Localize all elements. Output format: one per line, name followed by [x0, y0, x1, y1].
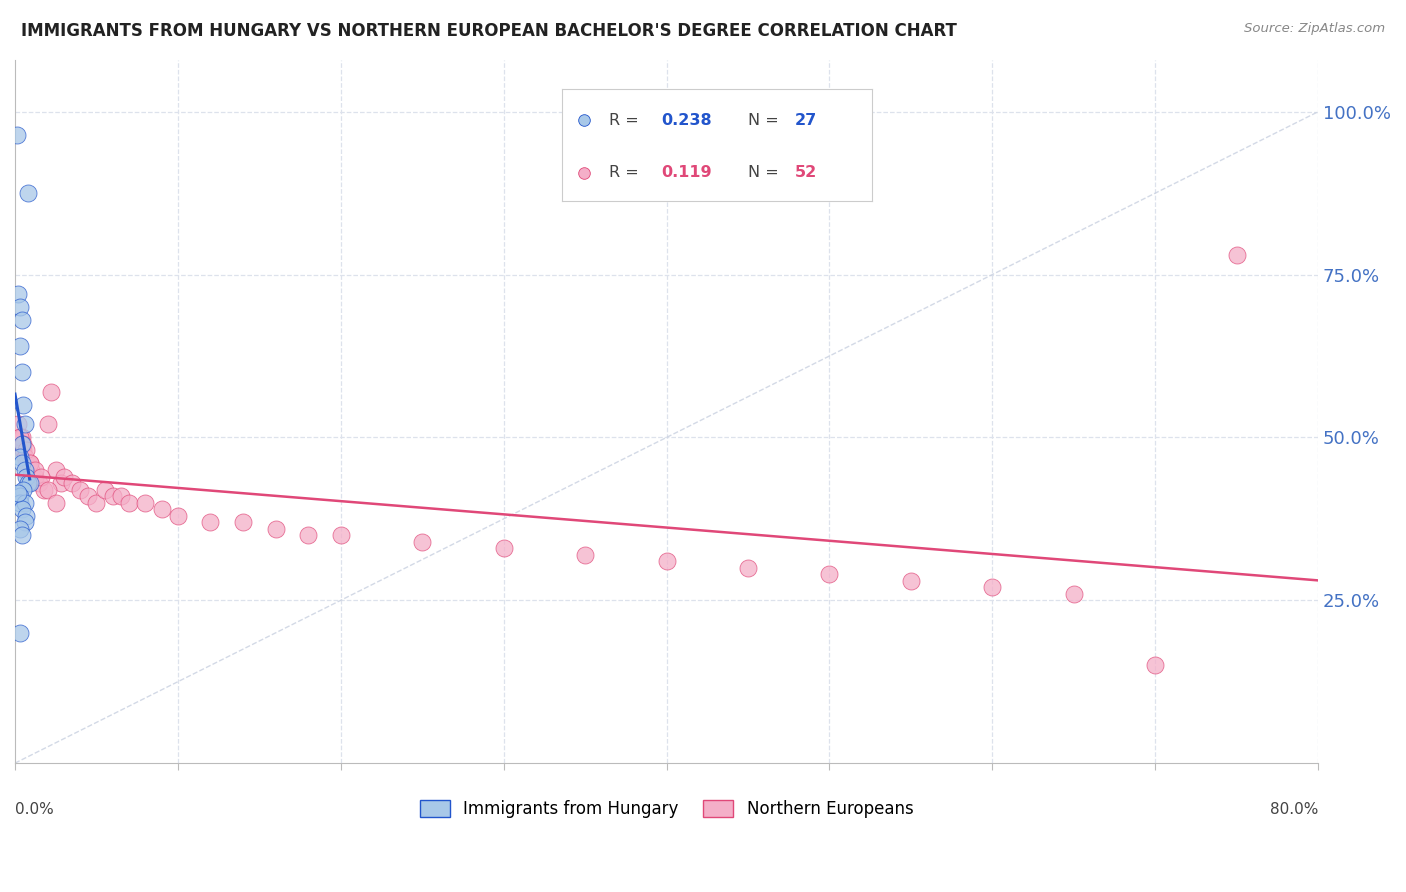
Point: [655, 554, 678, 568]
Text: N =: N =: [748, 113, 785, 128]
Text: R =: R =: [609, 113, 644, 128]
Text: 0.0%: 0.0%: [15, 802, 53, 817]
Point: [24, 469, 46, 483]
Point: [818, 567, 841, 582]
Point: [574, 548, 596, 562]
Point: [1063, 587, 1085, 601]
Point: [18, 476, 41, 491]
Point: [737, 560, 759, 574]
Point: [15, 457, 38, 471]
Point: [8, 430, 31, 444]
Point: [18, 457, 41, 471]
Point: [45, 495, 67, 509]
Point: [93, 483, 115, 497]
Text: 52: 52: [794, 165, 817, 180]
Point: [15, 443, 38, 458]
Point: [110, 489, 132, 503]
Point: [118, 495, 141, 509]
Text: N =: N =: [748, 165, 785, 180]
Point: [8, 489, 31, 503]
Point: [34, 483, 56, 497]
Point: [14, 495, 37, 509]
Point: [14, 515, 37, 529]
Point: [8, 625, 31, 640]
Point: [7, 485, 30, 500]
Text: 0.119: 0.119: [661, 165, 711, 180]
Point: [11, 398, 34, 412]
Text: Source: ZipAtlas.com: Source: ZipAtlas.com: [1244, 22, 1385, 36]
Point: [10, 437, 32, 451]
Point: [264, 522, 287, 536]
Point: [572, 166, 595, 180]
Point: [17, 186, 39, 201]
Point: [49, 476, 72, 491]
Text: R =: R =: [609, 165, 648, 180]
Point: [24, 463, 46, 477]
Point: [232, 515, 254, 529]
Point: [572, 113, 595, 128]
Point: [10, 313, 32, 327]
Point: [167, 508, 190, 523]
Text: 27: 27: [794, 113, 817, 128]
Point: [15, 508, 38, 523]
Point: [10, 528, 32, 542]
Point: [28, 476, 51, 491]
Point: [8, 522, 31, 536]
Point: [60, 476, 83, 491]
Point: [11, 483, 34, 497]
Point: [18, 457, 41, 471]
Point: [10, 430, 32, 444]
Point: [7, 417, 30, 432]
Point: [134, 495, 156, 509]
Point: [14, 417, 37, 432]
Point: [411, 534, 433, 549]
Text: 0.238: 0.238: [661, 113, 711, 128]
Point: [11, 437, 34, 451]
Point: [8, 300, 31, 314]
Point: [8, 495, 31, 509]
Point: [20, 463, 42, 477]
Point: [200, 515, 222, 529]
Point: [52, 469, 75, 483]
Text: IMMIGRANTS FROM HUNGARY VS NORTHERN EUROPEAN BACHELOR'S DEGREE CORRELATION CHART: IMMIGRANTS FROM HUNGARY VS NORTHERN EURO…: [21, 22, 957, 40]
Point: [150, 502, 173, 516]
Point: [10, 457, 32, 471]
Point: [6, 128, 28, 142]
Point: [77, 489, 100, 503]
Point: [900, 574, 922, 588]
Point: [8, 430, 31, 444]
Point: [37, 417, 59, 432]
Point: [8, 339, 31, 353]
Point: [15, 469, 38, 483]
Point: [37, 483, 59, 497]
Point: [1226, 248, 1249, 262]
Point: [30, 469, 52, 483]
Point: [297, 528, 319, 542]
Point: [981, 580, 1004, 594]
Point: [17, 476, 39, 491]
Legend: Immigrants from Hungary, Northern Europeans: Immigrants from Hungary, Northern Europe…: [413, 794, 920, 825]
Point: [45, 463, 67, 477]
Point: [39, 384, 62, 399]
Point: [17, 457, 39, 471]
Point: [14, 463, 37, 477]
Point: [101, 489, 124, 503]
Text: 80.0%: 80.0%: [1270, 802, 1319, 817]
Point: [329, 528, 352, 542]
Point: [8, 450, 31, 464]
Point: [492, 541, 515, 556]
Point: [14, 450, 37, 464]
Point: [10, 502, 32, 516]
Point: [10, 365, 32, 379]
Point: [11, 443, 34, 458]
Point: [86, 495, 108, 509]
Point: [1144, 658, 1167, 673]
Point: [69, 483, 91, 497]
Point: [7, 287, 30, 301]
